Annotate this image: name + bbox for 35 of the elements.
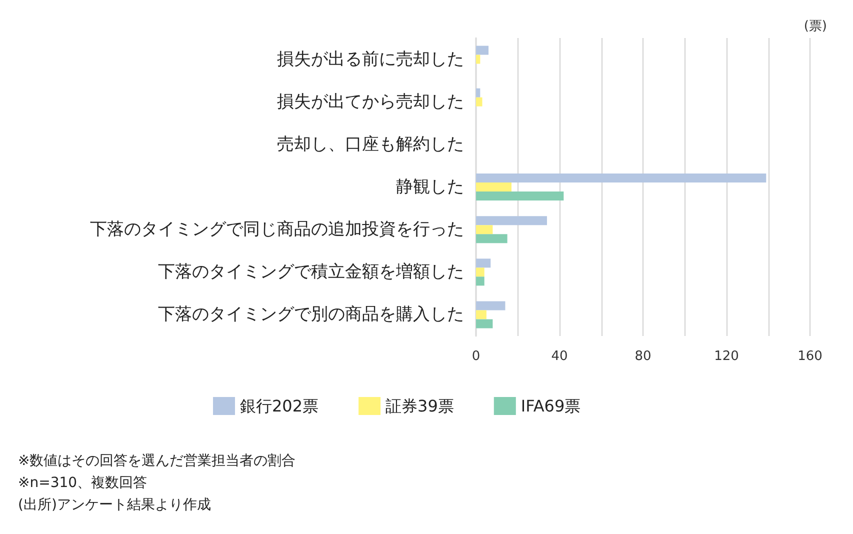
bar <box>476 276 484 286</box>
text: ※数値はその回答を選んだ営業担当者の割合 <box>18 453 296 469</box>
legend-label: 証券39票 <box>386 396 454 416</box>
bar <box>476 54 480 64</box>
x-tick-label: 0 <box>472 349 480 364</box>
y-tick-label: 売却し、口座も解約した <box>277 134 464 154</box>
x-tick-label: 120 <box>714 349 739 364</box>
bar <box>476 97 482 106</box>
y-tick-label: 下落のタイミングで別の商品を購入した <box>158 304 464 325</box>
y-tick-label: 下落のタイミングで積立金額を増額した <box>158 262 464 282</box>
bar <box>476 174 766 182</box>
bar <box>476 216 547 226</box>
bar <box>476 46 489 55</box>
x-tick-label: 80 <box>634 349 652 364</box>
y-tick-label: 下落のタイミングで同じ商品の追加投資を行った <box>90 220 464 240</box>
bar <box>476 182 512 192</box>
text: ※n=310、複数回答 <box>18 475 148 491</box>
y-tick-label: 損失が出る前に売却した <box>277 49 464 70</box>
bar <box>476 319 493 328</box>
x-tick-label: 160 <box>798 349 822 364</box>
bar <box>476 234 508 244</box>
x-tick-label: 40 <box>551 349 568 364</box>
y-tick-label: 損失が出てから売却した <box>277 92 464 112</box>
bar <box>476 192 564 200</box>
text: (出所)アンケート結果より作成 <box>18 497 211 513</box>
bar <box>476 301 506 310</box>
bar <box>476 88 480 98</box>
y-tick-label: 静観した <box>396 177 464 197</box>
x-axis-title: (票) <box>804 19 828 34</box>
bar <box>476 310 486 320</box>
bar <box>476 268 484 277</box>
bar <box>476 258 491 268</box>
legend-label: IFA69票 <box>520 396 581 416</box>
bar <box>476 225 493 234</box>
legend-label: 銀行202票 <box>240 396 319 416</box>
